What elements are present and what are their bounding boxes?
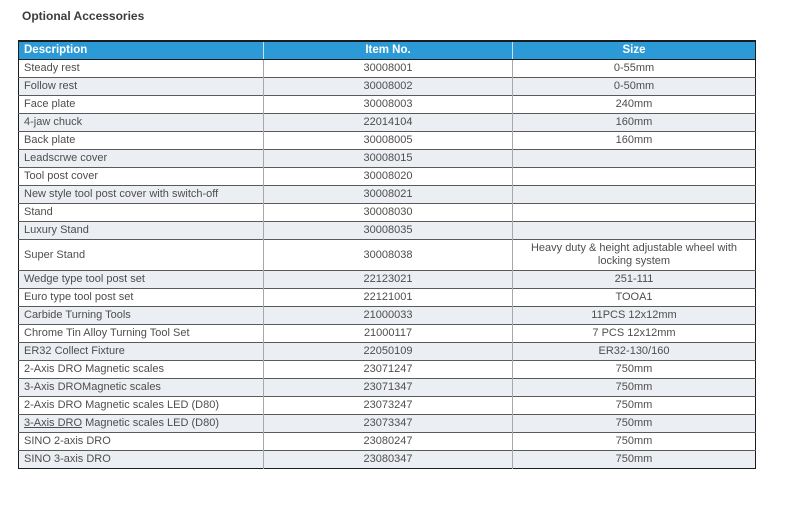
page-title: Optional Accessories <box>22 9 145 23</box>
size-cell <box>512 149 756 168</box>
item-no-cell: 22121001 <box>263 288 513 307</box>
column-header-description: Description <box>18 41 264 60</box>
item-no-cell: 22123021 <box>263 270 513 289</box>
size-cell: 750mm <box>512 414 756 433</box>
table-row: Wedge type tool post set 22123021 251-111 <box>18 270 756 289</box>
column-header-size: Size <box>512 41 756 60</box>
item-no-cell: 22014104 <box>263 113 513 132</box>
table-row: ER32 Collect Fixture 22050109 ER32-130/160 <box>18 342 756 361</box>
size-cell: Heavy duty & height adjustable wheel wit… <box>512 239 756 271</box>
description-cell: ER32 Collect Fixture <box>18 342 264 361</box>
size-cell: 11PCS 12x12mm <box>512 306 756 325</box>
item-no-cell: 22050109 <box>263 342 513 361</box>
size-cell: 160mm <box>512 113 756 132</box>
item-no-cell: 23073247 <box>263 396 513 415</box>
description-cell: Super Stand <box>18 239 264 271</box>
size-cell: 251-111 <box>512 270 756 289</box>
size-cell: 0-55mm <box>512 59 756 78</box>
size-cell <box>512 185 756 204</box>
column-header-item-no: Item No. <box>263 41 513 60</box>
item-no-cell: 23080347 <box>263 450 513 469</box>
item-no-cell: 30008003 <box>263 95 513 114</box>
size-cell: 240mm <box>512 95 756 114</box>
description-cell: 3-Axis DRO Magnetic scales LED (D80) <box>18 414 264 433</box>
description-cell: Follow rest <box>18 77 264 96</box>
underlined-text: 3-Axis DRO <box>24 417 83 429</box>
description-cell: Stand <box>18 203 264 222</box>
table-header: Description Item No. Size <box>18 41 756 60</box>
description-cell: Euro type tool post set <box>18 288 264 307</box>
size-cell: 750mm <box>512 396 756 415</box>
description-cell: 4-jaw chuck <box>18 113 264 132</box>
table-row: 4-jaw chuck 22014104 160mm <box>18 113 756 132</box>
size-cell: 7 PCS 12x12mm <box>512 324 756 343</box>
size-cell: 0-50mm <box>512 77 756 96</box>
item-no-cell: 21000117 <box>263 324 513 343</box>
table-row: New style tool post cover with switch-of… <box>18 185 756 204</box>
item-no-cell: 21000033 <box>263 306 513 325</box>
item-no-cell: 30008035 <box>263 221 513 240</box>
item-no-cell: 30008002 <box>263 77 513 96</box>
header-row: Description Item No. Size <box>18 41 756 60</box>
description-cell: Leadscrwe cover <box>18 149 264 168</box>
description-cell: Carbide Turning Tools <box>18 306 264 325</box>
size-cell: 750mm <box>512 450 756 469</box>
table-row: Euro type tool post set 22121001 TOOA1 <box>18 288 756 307</box>
item-no-cell: 30008015 <box>263 149 513 168</box>
item-no-cell: 30008001 <box>263 59 513 78</box>
size-cell <box>512 203 756 222</box>
description-cell: Back plate <box>18 131 264 150</box>
description-cell: Wedge type tool post set <box>18 270 264 289</box>
table-row: 2-Axis DRO Magnetic scales 23071247 750mm <box>18 360 756 379</box>
description-cell: 2-Axis DRO Magnetic scales <box>18 360 264 379</box>
table-row: Stand 30008030 <box>18 203 756 222</box>
table-row: SINO 3-axis DRO 23080347 750mm <box>18 450 756 469</box>
table-row: Super Stand 30008038 Heavy duty & height a… <box>18 239 756 271</box>
description-cell: Tool post cover <box>18 167 264 186</box>
table-row: Back plate 30008005 160mm <box>18 131 756 150</box>
table-row: Follow rest 30008002 0-50mm <box>18 77 756 96</box>
size-cell: 750mm <box>512 360 756 379</box>
size-cell <box>512 221 756 240</box>
item-no-cell: 23071347 <box>263 378 513 397</box>
item-no-cell: 30008005 <box>263 131 513 150</box>
item-no-cell: 30008038 <box>263 239 513 271</box>
description-cell: Chrome Tin Alloy Turning Tool Set <box>18 324 264 343</box>
table-body: Steady rest 30008001 0-55mm Follow rest 3000… <box>18 59 756 469</box>
size-cell: ER32-130/160 <box>512 342 756 361</box>
table-row: Tool post cover 30008020 <box>18 167 756 186</box>
table-row: 3-Axis DRO Magnetic scales LED (D80) 2307… <box>18 414 756 433</box>
item-no-cell: 23080247 <box>263 432 513 451</box>
description-cell: Luxury Stand <box>18 221 264 240</box>
item-no-cell: 30008021 <box>263 185 513 204</box>
description-cell: Face plate <box>18 95 264 114</box>
item-no-cell: 30008030 <box>263 203 513 222</box>
size-cell: 750mm <box>512 432 756 451</box>
table-row: Steady rest 30008001 0-55mm <box>18 59 756 78</box>
size-cell: TOOA1 <box>512 288 756 307</box>
table-row: Chrome Tin Alloy Turning Tool Set 2100011… <box>18 324 756 343</box>
description-cell: Steady rest <box>18 59 264 78</box>
size-cell: 750mm <box>512 378 756 397</box>
description-cell: 3-Axis DROMagnetic scales <box>18 378 264 397</box>
table-row: Leadscrwe cover 30008015 <box>18 149 756 168</box>
description-cell: 2-Axis DRO Magnetic scales LED (D80) <box>18 396 264 415</box>
item-no-cell: 23073347 <box>263 414 513 433</box>
item-no-cell: 30008020 <box>263 167 513 186</box>
item-no-cell: 23071247 <box>263 360 513 379</box>
accessories-table: Description Item No. Size Steady rest 300… <box>18 40 756 469</box>
size-cell: 160mm <box>512 131 756 150</box>
table-row: 3-Axis DROMagnetic scales 23071347 750mm <box>18 378 756 397</box>
description-cell: New style tool post cover with switch-of… <box>18 185 264 204</box>
table-row: Face plate 30008003 240mm <box>18 95 756 114</box>
table-row: 2-Axis DRO Magnetic scales LED (D80) 2307… <box>18 396 756 415</box>
table-row: Carbide Turning Tools 21000033 11PCS 12x12… <box>18 306 756 325</box>
description-cell: SINO 2-axis DRO <box>18 432 264 451</box>
description-cell: SINO 3-axis DRO <box>18 450 264 469</box>
table-row: Luxury Stand 30008035 <box>18 221 756 240</box>
size-cell <box>512 167 756 186</box>
table-row: SINO 2-axis DRO 23080247 750mm <box>18 432 756 451</box>
